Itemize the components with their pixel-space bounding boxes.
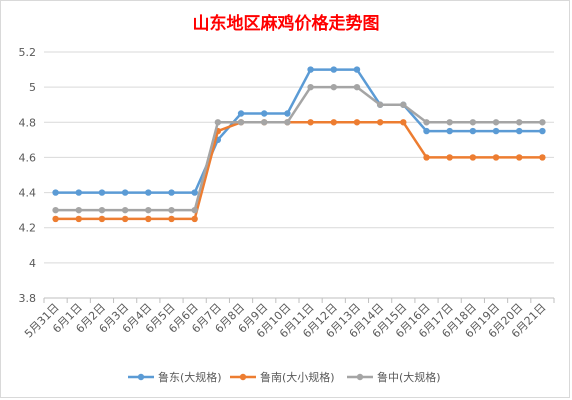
- data-point: [191, 189, 198, 196]
- data-point: [191, 215, 198, 223]
- data-point: [75, 189, 82, 196]
- legend-label: 鲁中(大规格): [377, 370, 441, 384]
- series-line: [55, 68, 543, 194]
- y-tick-label: 5.2: [19, 46, 37, 59]
- data-point: [145, 206, 152, 214]
- legend-label: 鲁东(大规格): [158, 370, 222, 384]
- data-point: [191, 206, 198, 214]
- y-axis: 3.8 4 4.2 4.4 4.6 4.8 5 5.2: [19, 46, 37, 305]
- data-point: [237, 119, 245, 126]
- data-point: [145, 189, 152, 196]
- data-point: [121, 206, 129, 214]
- chart-title: 山东地区麻鸡价格走势图: [192, 14, 380, 34]
- data-point: [121, 215, 129, 223]
- y-tick-label: 5: [29, 81, 36, 94]
- data-point: [492, 127, 500, 135]
- data-point: [492, 119, 500, 126]
- legend: 鲁东(大规格) 鲁南(大小规格) 鲁中(大规格): [128, 370, 441, 384]
- data-point: [423, 154, 430, 161]
- data-point: [469, 119, 477, 126]
- data-point: [423, 119, 430, 126]
- data-point: [261, 110, 268, 117]
- data-point: [214, 119, 222, 126]
- data-point: [539, 127, 546, 135]
- data-point: [330, 83, 337, 91]
- data-point: [516, 154, 523, 161]
- series-lines: [52, 66, 546, 223]
- data-point: [469, 127, 477, 135]
- data-point: [52, 189, 59, 196]
- data-point: [376, 101, 384, 108]
- data-point: [446, 154, 453, 161]
- y-tick-label: 4.8: [19, 116, 37, 129]
- data-point: [237, 110, 245, 117]
- data-point: [446, 127, 453, 135]
- data-point: [145, 215, 152, 223]
- data-point: [284, 119, 291, 126]
- data-point: [75, 215, 82, 223]
- data-point: [353, 66, 361, 73]
- data-point: [307, 66, 314, 73]
- data-point: [330, 119, 337, 126]
- legend-marker: [137, 373, 145, 381]
- legend-label: 鲁南(大小规格): [260, 370, 335, 384]
- gridlines: [44, 51, 554, 299]
- y-tick-label: 4.6: [19, 151, 37, 164]
- x-axis: 5月31日6月1日6月2日6月3日6月4日6月5日6月6日6月7日6月8日6月9…: [22, 297, 555, 341]
- data-point: [516, 119, 523, 126]
- data-point: [98, 206, 106, 214]
- data-point: [469, 154, 477, 161]
- data-point: [307, 119, 314, 126]
- data-point: [168, 206, 175, 214]
- data-point: [539, 154, 546, 161]
- y-tick-label: 3.8: [19, 292, 37, 305]
- data-point: [492, 154, 500, 161]
- data-point: [330, 66, 337, 73]
- data-point: [353, 119, 361, 126]
- y-tick-label: 4.2: [19, 222, 37, 235]
- data-point: [52, 215, 59, 223]
- data-point: [400, 101, 407, 108]
- data-point: [52, 206, 59, 214]
- data-point: [75, 206, 82, 214]
- data-point: [121, 189, 129, 196]
- legend-marker: [356, 373, 364, 381]
- data-point: [423, 127, 430, 135]
- data-point: [168, 189, 175, 196]
- data-point: [284, 110, 291, 117]
- y-tick-label: 4.4: [19, 187, 37, 200]
- data-point: [400, 119, 407, 126]
- data-point: [446, 119, 453, 126]
- data-point: [307, 83, 314, 91]
- data-point: [516, 127, 523, 135]
- data-point: [98, 215, 106, 223]
- data-point: [261, 119, 268, 126]
- series-line: [55, 85, 543, 212]
- data-point: [376, 119, 384, 126]
- data-point: [168, 215, 175, 223]
- data-point: [98, 189, 106, 196]
- y-tick-label: 4: [29, 257, 36, 270]
- data-point: [539, 119, 546, 126]
- legend-marker: [239, 373, 247, 381]
- data-point: [353, 83, 361, 91]
- series-line: [55, 121, 543, 221]
